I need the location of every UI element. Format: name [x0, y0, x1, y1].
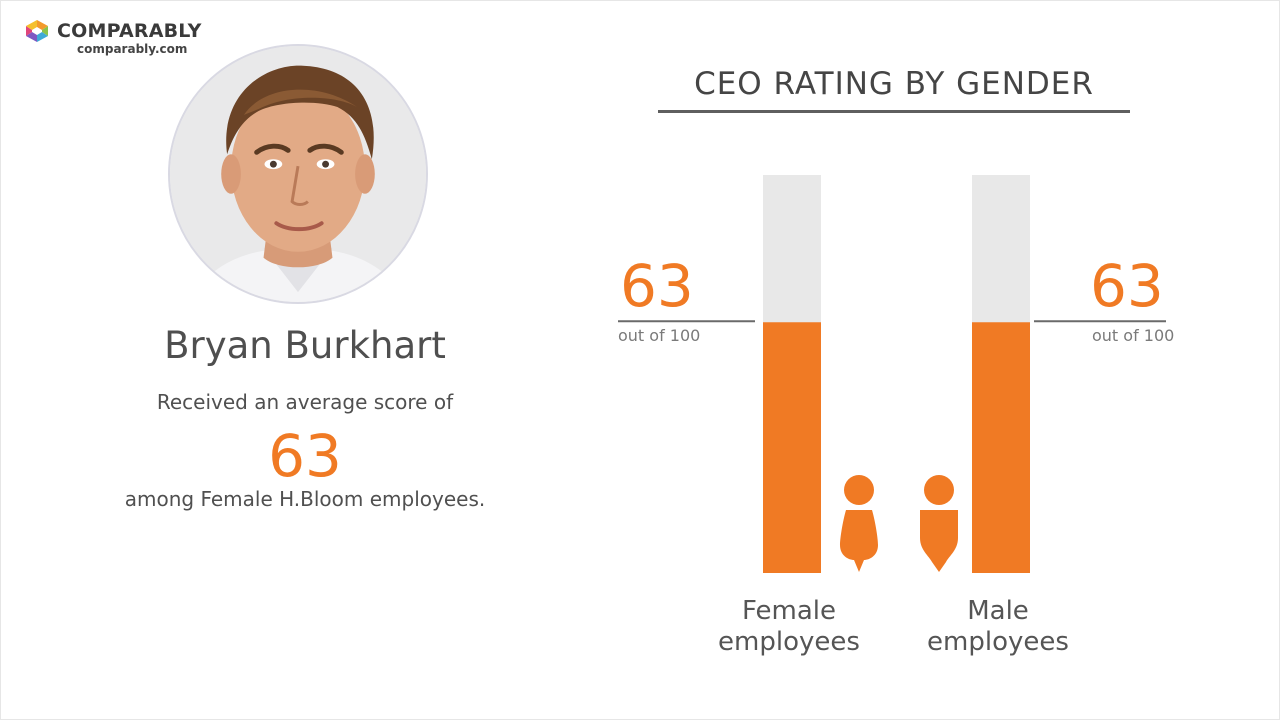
- category-label-male-line-1: Male: [967, 596, 1029, 626]
- female-rating-value: 63: [620, 252, 694, 321]
- male-rating-value: 63: [1090, 252, 1164, 321]
- comparably-logo-icon: [26, 20, 48, 42]
- chart-title-rule: [658, 110, 1130, 113]
- ceo-rating-chart: [618, 175, 1166, 573]
- among-employees-text: among Female H.Bloom employees.: [124, 487, 486, 511]
- brand-name: COMPARABLY: [57, 20, 202, 42]
- category-label-female: Female employees: [689, 596, 889, 658]
- ceo-name: Bryan Burkhart: [164, 324, 446, 367]
- category-label-male-line-2: employees: [927, 627, 1069, 657]
- brand-logo[interactable]: COMPARABLY comparably.com: [24, 18, 224, 58]
- average-score-value: 63: [268, 422, 342, 490]
- female-bar: [763, 322, 821, 573]
- brand-url[interactable]: comparably.com: [77, 42, 188, 56]
- category-label-male: Male employees: [898, 596, 1098, 658]
- ceo-portrait-image: [170, 46, 426, 302]
- male-rating-out-of: out of 100: [1092, 326, 1175, 346]
- male-bar: [972, 322, 1030, 573]
- ceo-portrait: [168, 44, 428, 304]
- category-label-female-line-2: employees: [718, 627, 860, 657]
- female-rating-out-of: out of 100: [618, 326, 701, 346]
- category-label-female-line-1: Female: [741, 596, 836, 626]
- male-person-icon: [920, 475, 958, 572]
- female-person-icon: [840, 475, 878, 572]
- chart-title: CEO RATING BY GENDER: [694, 66, 1094, 102]
- received-score-text: Received an average score of: [156, 390, 454, 414]
